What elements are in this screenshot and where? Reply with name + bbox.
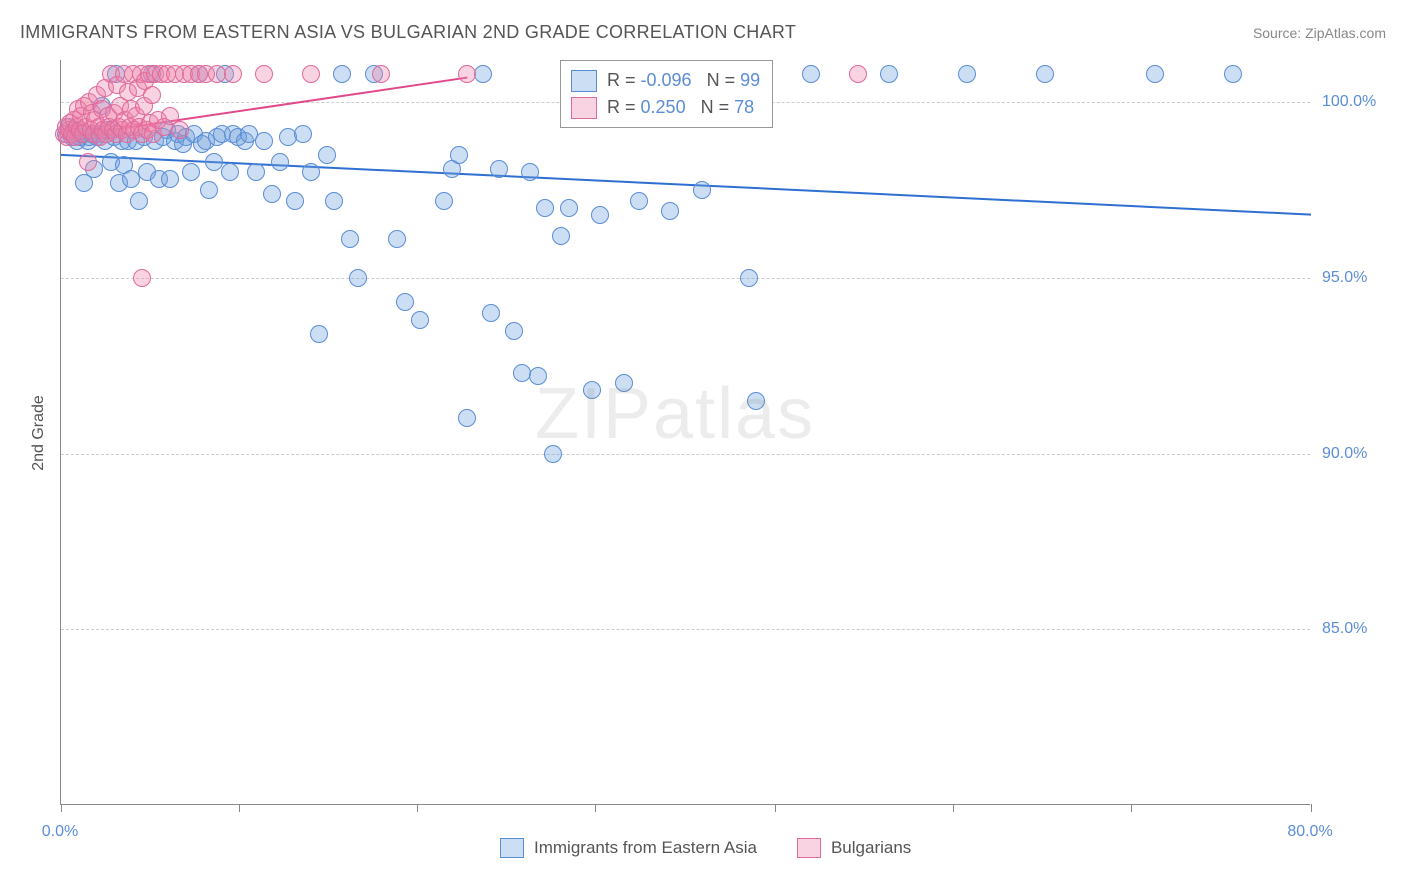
data-point: [505, 322, 523, 340]
x-tick: [239, 804, 240, 812]
data-point: [544, 445, 562, 463]
data-point: [1036, 65, 1054, 83]
x-tick: [1311, 804, 1312, 812]
data-point: [458, 409, 476, 427]
x-tick: [61, 804, 62, 812]
data-point: [521, 163, 539, 181]
data-point: [130, 192, 148, 210]
data-point: [302, 163, 320, 181]
data-point: [294, 125, 312, 143]
data-point: [802, 65, 820, 83]
data-point: [458, 65, 476, 83]
data-point: [1146, 65, 1164, 83]
correlation-stats-legend: R = -0.096 N = 99R = 0.250 N = 78: [560, 60, 773, 128]
data-point: [747, 392, 765, 410]
data-point: [79, 153, 97, 171]
data-point: [1224, 65, 1242, 83]
data-point: [247, 163, 265, 181]
stats-row: R = -0.096 N = 99: [571, 67, 760, 94]
x-tick: [953, 804, 954, 812]
gridline: [61, 629, 1310, 630]
source-attribution: Source: ZipAtlas.com: [1253, 25, 1386, 41]
data-point: [286, 192, 304, 210]
data-point: [388, 230, 406, 248]
legend-item: Immigrants from Eastern Asia: [500, 838, 757, 858]
data-point: [333, 65, 351, 83]
x-tick: [417, 804, 418, 812]
x-tick: [1131, 804, 1132, 812]
legend-item: Bulgarians: [797, 838, 911, 858]
data-point: [182, 163, 200, 181]
data-point: [958, 65, 976, 83]
data-point: [693, 181, 711, 199]
chart-title: IMMIGRANTS FROM EASTERN ASIA VS BULGARIA…: [20, 22, 796, 43]
y-tick-label: 95.0%: [1322, 269, 1367, 287]
series-legend: Immigrants from Eastern Asia Bulgarians: [500, 838, 911, 858]
gridline: [61, 454, 1310, 455]
x-max-label: 80.0%: [1287, 823, 1332, 841]
data-point: [255, 132, 273, 150]
legend-swatch: [500, 838, 524, 858]
data-point: [325, 192, 343, 210]
scatter-plot-area: [60, 60, 1310, 805]
data-point: [583, 381, 601, 399]
data-point: [200, 181, 218, 199]
data-point: [161, 170, 179, 188]
x-min-label: 0.0%: [42, 823, 78, 841]
data-point: [849, 65, 867, 83]
series-swatch: [571, 97, 597, 119]
data-point: [411, 311, 429, 329]
data-point: [560, 199, 578, 217]
data-point: [133, 269, 151, 287]
gridline: [61, 278, 1310, 279]
data-point: [221, 163, 239, 181]
data-point: [450, 146, 468, 164]
data-point: [302, 65, 320, 83]
x-tick: [595, 804, 596, 812]
series-swatch: [571, 70, 597, 92]
data-point: [482, 304, 500, 322]
data-point: [591, 206, 609, 224]
y-tick-label: 90.0%: [1322, 445, 1367, 463]
data-point: [263, 185, 281, 203]
stats-row: R = 0.250 N = 78: [571, 94, 760, 121]
data-point: [224, 65, 242, 83]
legend-label: Bulgarians: [831, 838, 911, 858]
data-point: [372, 65, 390, 83]
y-tick-label: 85.0%: [1322, 620, 1367, 638]
data-point: [630, 192, 648, 210]
data-point: [435, 192, 453, 210]
data-point: [474, 65, 492, 83]
data-point: [271, 153, 289, 171]
data-point: [490, 160, 508, 178]
data-point: [552, 227, 570, 245]
data-point: [536, 199, 554, 217]
x-tick: [775, 804, 776, 812]
data-point: [396, 293, 414, 311]
data-point: [661, 202, 679, 220]
legend-swatch: [797, 838, 821, 858]
data-point: [880, 65, 898, 83]
data-point: [341, 230, 359, 248]
data-point: [143, 86, 161, 104]
legend-label: Immigrants from Eastern Asia: [534, 838, 757, 858]
data-point: [318, 146, 336, 164]
data-point: [255, 65, 273, 83]
data-point: [529, 367, 547, 385]
data-point: [349, 269, 367, 287]
data-point: [740, 269, 758, 287]
data-point: [310, 325, 328, 343]
y-axis-label: 2nd Grade: [30, 395, 48, 471]
data-point: [615, 374, 633, 392]
data-point: [171, 121, 189, 139]
y-tick-label: 100.0%: [1322, 93, 1376, 111]
